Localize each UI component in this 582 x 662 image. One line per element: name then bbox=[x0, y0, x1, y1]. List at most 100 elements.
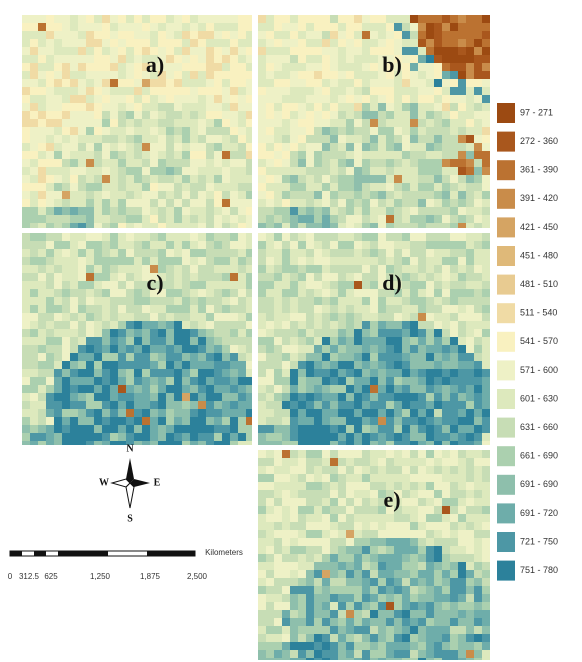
map-cell bbox=[386, 191, 394, 199]
map-cell bbox=[110, 313, 118, 321]
map-cell bbox=[94, 425, 102, 433]
map-cell bbox=[182, 127, 190, 135]
map-cell bbox=[482, 103, 490, 111]
map-cell bbox=[378, 305, 386, 313]
map-cell bbox=[434, 233, 442, 241]
map-cell bbox=[182, 289, 190, 297]
map-cell bbox=[78, 273, 86, 281]
map-cell bbox=[434, 425, 442, 433]
map-cell bbox=[214, 55, 222, 63]
map-cell bbox=[134, 191, 142, 199]
map-cell bbox=[166, 257, 174, 265]
map-cell bbox=[110, 265, 118, 273]
map-cell bbox=[230, 433, 238, 441]
map-cell bbox=[46, 103, 54, 111]
map-cell bbox=[38, 329, 46, 337]
scale-bar-segment bbox=[10, 551, 22, 556]
map-cell bbox=[274, 393, 282, 401]
map-cell bbox=[190, 103, 198, 111]
map-cell bbox=[354, 369, 362, 377]
map-cell bbox=[402, 490, 410, 498]
map-cell bbox=[330, 650, 338, 658]
map-cell bbox=[338, 265, 346, 273]
map-cell bbox=[190, 297, 198, 305]
map-cell bbox=[458, 594, 466, 602]
map-cell bbox=[386, 175, 394, 183]
map-cell bbox=[62, 233, 70, 241]
map-cell bbox=[442, 207, 450, 215]
map-cell bbox=[46, 151, 54, 159]
map-cell bbox=[214, 63, 222, 71]
map-cell bbox=[322, 594, 330, 602]
map-cell bbox=[362, 425, 370, 433]
map-cell bbox=[434, 151, 442, 159]
map-cell bbox=[158, 199, 166, 207]
map-cell bbox=[238, 329, 246, 337]
map-cell bbox=[370, 506, 378, 514]
map-cell bbox=[314, 79, 322, 87]
map-cell bbox=[290, 47, 298, 55]
legend-swatch bbox=[497, 389, 515, 409]
map-cell bbox=[482, 554, 490, 562]
map-cell bbox=[458, 618, 466, 626]
map-cell bbox=[266, 71, 274, 79]
map-cell bbox=[346, 554, 354, 562]
map-cell bbox=[434, 441, 442, 445]
map-cell bbox=[402, 474, 410, 482]
map-cell bbox=[298, 554, 306, 562]
map-cell bbox=[306, 546, 314, 554]
map-cell bbox=[166, 321, 174, 329]
map-cell bbox=[70, 143, 78, 151]
map-cell bbox=[126, 425, 134, 433]
map-cell bbox=[346, 506, 354, 514]
map-cell bbox=[362, 273, 370, 281]
map-cell bbox=[354, 313, 362, 321]
map-cell bbox=[46, 241, 54, 249]
map-cell bbox=[290, 393, 298, 401]
map-cell bbox=[230, 241, 238, 249]
map-cell bbox=[378, 361, 386, 369]
map-cell bbox=[418, 207, 426, 215]
map-cell bbox=[110, 175, 118, 183]
map-cell bbox=[450, 103, 458, 111]
map-cell bbox=[198, 87, 206, 95]
map-cell bbox=[346, 63, 354, 71]
map-cell bbox=[370, 249, 378, 257]
map-cell bbox=[150, 361, 158, 369]
map-cell bbox=[230, 47, 238, 55]
map-cell bbox=[410, 361, 418, 369]
map-cell bbox=[54, 385, 62, 393]
map-cell bbox=[466, 602, 474, 610]
map-cell bbox=[354, 15, 362, 23]
map-cell bbox=[126, 313, 134, 321]
map-cell bbox=[94, 151, 102, 159]
map-cell bbox=[442, 377, 450, 385]
map-cell bbox=[282, 15, 290, 23]
map-cell bbox=[330, 602, 338, 610]
map-cell bbox=[54, 281, 62, 289]
map-cell bbox=[110, 257, 118, 265]
map-cell bbox=[230, 425, 238, 433]
map-cell bbox=[290, 425, 298, 433]
map-cell bbox=[394, 345, 402, 353]
map-cell bbox=[314, 87, 322, 95]
map-cell bbox=[370, 63, 378, 71]
map-cell bbox=[482, 634, 490, 642]
map-cell bbox=[314, 409, 322, 417]
map-cell bbox=[442, 353, 450, 361]
map-cell bbox=[238, 119, 246, 127]
map-cell bbox=[38, 167, 46, 175]
map-cell bbox=[70, 281, 78, 289]
map-cell bbox=[54, 215, 62, 223]
map-cell bbox=[434, 618, 442, 626]
map-cell bbox=[238, 135, 246, 143]
map-cell bbox=[338, 159, 346, 167]
map-cell bbox=[78, 425, 86, 433]
map-cell bbox=[22, 167, 30, 175]
map-cell bbox=[298, 385, 306, 393]
map-cell bbox=[402, 297, 410, 305]
map-cell bbox=[258, 393, 266, 401]
map-cell bbox=[102, 433, 110, 441]
map-cell bbox=[298, 241, 306, 249]
map-cell bbox=[354, 441, 362, 445]
